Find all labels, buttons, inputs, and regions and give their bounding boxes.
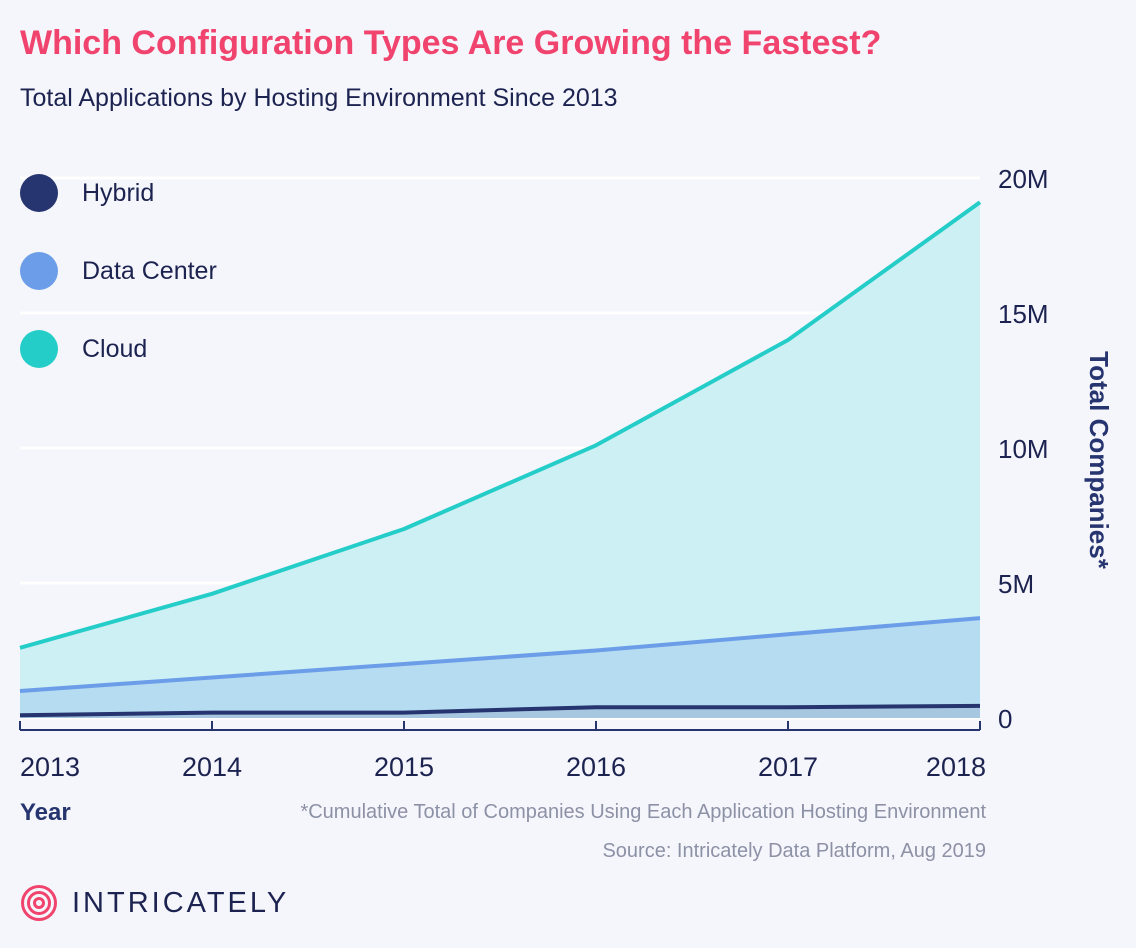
source-note: Source: Intricately Data Platform, Aug 2… [602,840,986,862]
legend-item-cloud: Cloud [20,330,217,368]
x-tick-label: 2013 [20,752,80,782]
x-tick-label: 2018 [926,752,986,782]
brand-name: INTRICATELY [72,886,290,919]
x-axis-title: Year [20,799,71,826]
legend-item-hybrid: Hybrid [20,174,217,212]
y-tick-label: 20M [998,164,1049,194]
legend-swatch-data-center [20,252,58,290]
line-data-center [19,616,981,693]
x-tick-label: 2015 [374,752,434,782]
x-tick-label: 2014 [182,752,242,782]
x-tick-label: 2017 [758,752,818,782]
y-tick-label: 10M [998,434,1049,464]
legend-swatch-cloud [20,330,58,368]
y-tick-label: 5M [998,569,1034,599]
x-tick-label: 2016 [566,752,626,782]
concentric-target-icon [21,885,57,921]
brand: INTRICATELY [20,884,289,922]
legend-swatch-hybrid [20,174,58,212]
legend-label-hybrid: Hybrid [82,178,155,207]
y-tick-label: 15M [998,299,1049,329]
y-tick-label: 0 [998,704,1012,734]
footnote: *Cumulative Total of Companies Using Eac… [300,801,986,823]
y-axis-title: Total Companies* [1084,351,1114,570]
legend: Hybrid Data Center Cloud [20,174,217,408]
area-data-center [20,618,980,718]
chart-subtitle: Total Applications by Hosting Environmen… [20,84,618,112]
line-cloud [19,200,982,650]
legend-label-data-center: Data Center [82,256,217,285]
area-cloud [20,202,980,719]
chart-title: Which Configuration Types Are Growing th… [20,24,882,62]
legend-label-cloud: Cloud [82,334,148,363]
legend-item-data-center: Data Center [20,252,217,290]
line-hybrid [19,703,981,718]
